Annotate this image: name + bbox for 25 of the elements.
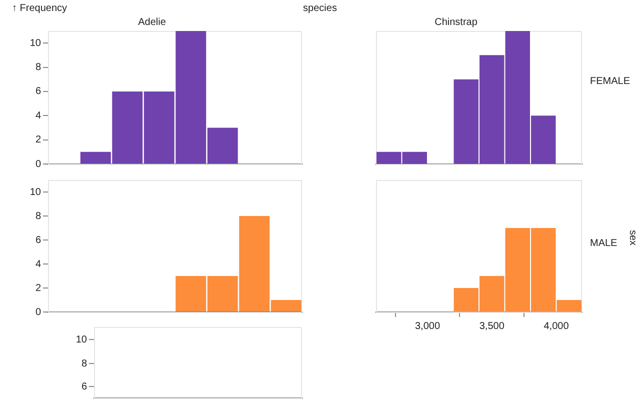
y-tick-label: 0 [35,158,42,170]
text: 8 [81,358,88,370]
x-tick-label: 3,500 [479,320,505,332]
text: sex [627,230,638,246]
y-tick-label: 4 [35,258,42,270]
y-tick-label: 10 [30,38,42,49]
chart-title: Adelie [138,16,166,28]
y-tick-label: 8 [35,62,42,74]
y-tick-label: 0 [35,306,42,318]
text: species [303,3,337,14]
y-tick-label: 2 [35,134,42,146]
chart-title: Chinstrap [434,16,478,28]
y-tick-label: 8 [35,210,42,222]
y-tick-label: 6 [35,86,42,98]
y-tick-label: 4 [35,110,42,122]
text: 6 [81,381,88,392]
y-axis-title: ↑ Frequency [12,3,68,14]
text: MALE [590,238,618,249]
text: FEMALE [590,76,630,87]
x-tick-label: 3,000 [414,320,440,332]
y-tick-label: 2 [35,282,42,294]
y-tick-label: 10 [30,186,42,198]
x-tick-label: 4,000 [544,320,570,332]
text: 10 [76,334,88,346]
y-tick-label: 6 [35,234,42,246]
